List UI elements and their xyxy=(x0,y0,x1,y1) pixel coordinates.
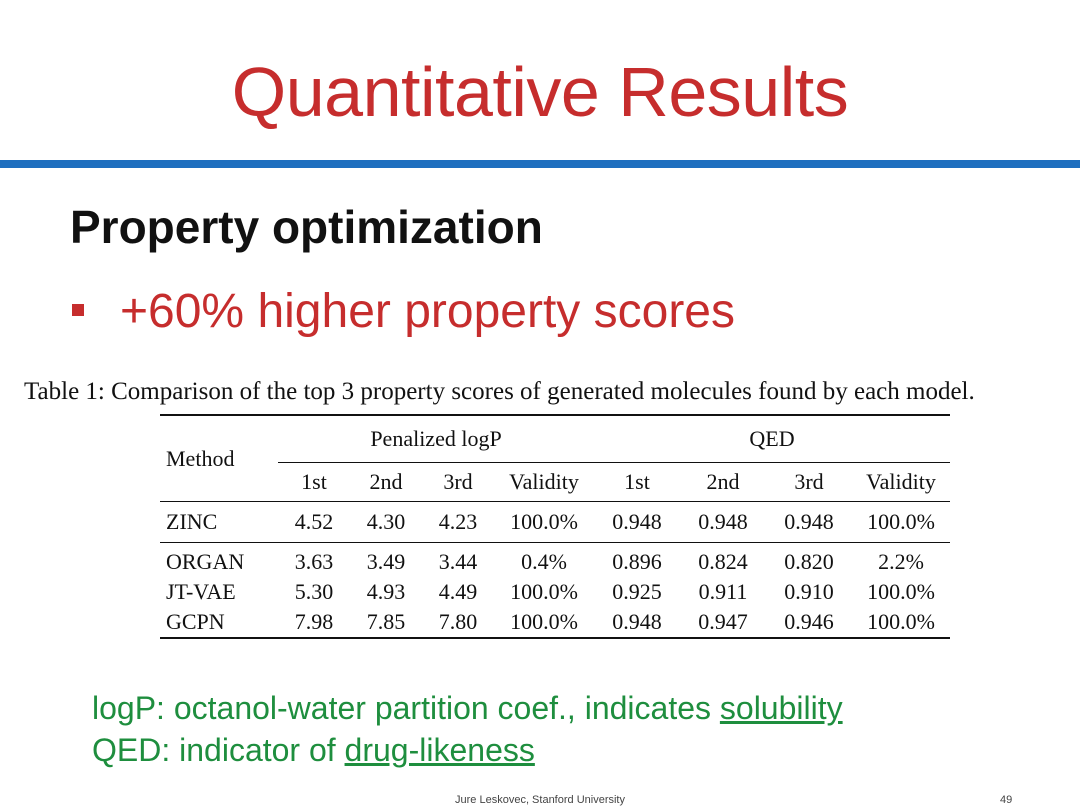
table-caption: Table 1: Comparison of the top 3 propert… xyxy=(24,378,975,405)
slide-title: Quantitative Results xyxy=(231,53,849,131)
table-row: ORGAN 3.63 3.49 3.44 0.4% 0.896 0.824 0.… xyxy=(160,547,950,577)
table-cell: 4.49 xyxy=(438,579,478,604)
table-cell: 100.0% xyxy=(852,501,950,543)
bullet-text: +60% higher property scores xyxy=(120,285,735,338)
table-row: ZINC 4.52 4.30 4.23 100.0% 0.948 0.948 0… xyxy=(160,501,950,543)
table-cell: 7.98 xyxy=(278,607,350,639)
table-cell: 4.93 xyxy=(366,579,406,604)
table-cell: 2.2% xyxy=(878,549,924,574)
column-header: 3rd xyxy=(422,462,494,502)
table-row: JT-VAE 5.30 4.93 4.49 100.0% 0.925 0.911… xyxy=(160,577,950,607)
column-header: Validity xyxy=(494,462,594,502)
footer-author: Jure Leskovec, Stanford University xyxy=(455,794,625,806)
table-cell: 0.910 xyxy=(784,579,834,604)
drug-likeness-link[interactable]: drug-likeness xyxy=(344,732,535,768)
group-header-qed: QED xyxy=(594,414,950,463)
bullet-square-icon xyxy=(72,304,84,316)
table-cell: 0.948 xyxy=(594,501,680,543)
table-cell: 100.0% xyxy=(867,579,935,604)
title-divider xyxy=(0,160,1080,168)
table-cell: 4.52 xyxy=(278,501,350,543)
table-cell: 7.85 xyxy=(350,607,422,639)
qed-note-text: QED: indicator of xyxy=(92,732,345,768)
method-cell: GCPN xyxy=(160,607,278,639)
table-cell: 4.30 xyxy=(350,501,422,543)
solubility-link[interactable]: solubility xyxy=(719,690,843,726)
column-header: 2nd xyxy=(350,462,422,502)
table-cell: 4.23 xyxy=(422,501,494,543)
table-cell: 100.0% xyxy=(494,607,594,639)
table-cell: 0.4% xyxy=(521,549,567,574)
table-cell: 0.948 xyxy=(766,501,852,543)
table-cell: 0.948 xyxy=(680,501,766,543)
table-cell: 100.0% xyxy=(852,607,950,639)
method-cell: JT-VAE xyxy=(166,579,236,604)
table-cell: 0.947 xyxy=(680,607,766,639)
table-cell: 0.896 xyxy=(612,549,662,574)
group-header-logp: Penalized logP xyxy=(278,414,594,463)
table-cell: 0.911 xyxy=(698,579,748,604)
table-cell: 5.30 xyxy=(294,579,334,604)
column-header: 1st xyxy=(594,462,680,502)
table-cell: 3.63 xyxy=(294,549,334,574)
method-cell: ORGAN xyxy=(166,549,245,574)
logp-note: logP: octanol-water partition coef., ind… xyxy=(92,690,843,727)
column-header: Validity xyxy=(852,462,950,502)
table-cell: 0.824 xyxy=(698,549,748,574)
logp-note-text: logP: octanol-water partition coef., ind… xyxy=(92,690,720,726)
method-cell: ZINC xyxy=(160,501,278,543)
table-row: GCPN 7.98 7.85 7.80 100.0% 0.948 0.947 0… xyxy=(160,607,950,639)
table-cell: 7.80 xyxy=(422,607,494,639)
table-cell: 100.0% xyxy=(494,501,594,543)
table-cell: 0.925 xyxy=(612,579,662,604)
section-heading: Property optimization xyxy=(70,201,543,253)
qed-note: QED: indicator of drug-likeness xyxy=(92,732,535,769)
results-table: Method Penalized logP QED 1st 2nd 3rd Va… xyxy=(160,414,950,639)
page-number: 49 xyxy=(1000,794,1013,806)
column-header: 3rd xyxy=(766,462,852,502)
table-cell: 0.946 xyxy=(766,607,852,639)
table-cell: 3.44 xyxy=(438,549,478,574)
table-cell: 0.948 xyxy=(594,607,680,639)
table-cell: 3.49 xyxy=(366,549,406,574)
table-cell: 0.820 xyxy=(784,549,834,574)
column-header: 2nd xyxy=(680,462,766,502)
table-cell: 100.0% xyxy=(510,579,578,604)
column-header: 1st xyxy=(278,462,350,502)
method-header: Method xyxy=(160,414,278,502)
